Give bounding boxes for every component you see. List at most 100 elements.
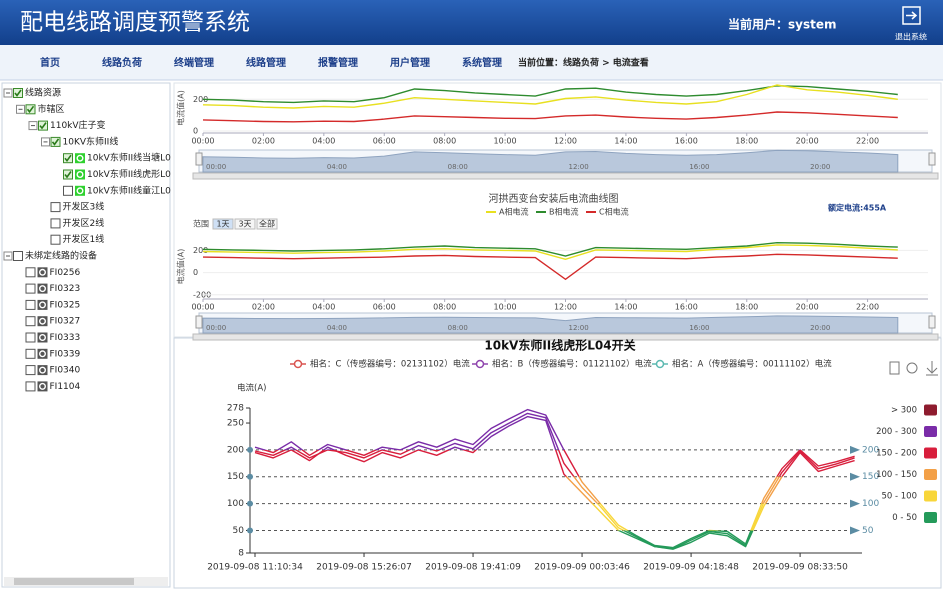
navigator-handle[interactable]	[195, 315, 203, 329]
tree-checkbox[interactable]	[25, 316, 36, 327]
nav-item[interactable]: 报警管理	[318, 56, 358, 69]
visual-map-label[interactable]: 0 - 50	[892, 513, 917, 523]
nav-item[interactable]: 线路负荷	[102, 56, 142, 69]
mark-line-label: 50	[862, 526, 874, 536]
tree-checkbox[interactable]	[25, 267, 36, 278]
logout-icon[interactable]	[902, 6, 921, 25]
range-button-label[interactable]: 1天	[216, 220, 229, 229]
legend-label[interactable]: A相电流	[499, 207, 528, 217]
mark-line-label: 100	[862, 499, 879, 509]
range-button-label[interactable]: 3天	[238, 220, 251, 229]
tree-label[interactable]: 10kV东师II线虎形L0	[87, 168, 171, 180]
visual-map-swatch[interactable]	[924, 404, 937, 416]
visual-map-label[interactable]: 200 - 300	[876, 427, 917, 437]
navigator-scrollbar[interactable]	[192, 172, 939, 180]
tree-label[interactable]: FI1104	[50, 382, 81, 392]
tree-label[interactable]: 开发区2线	[63, 217, 105, 229]
range-button[interactable]	[234, 218, 256, 230]
tree-label[interactable]: 开发区3线	[63, 201, 105, 213]
tree-label[interactable]: 开发区1线	[63, 233, 105, 245]
tree-device-icon-ring	[76, 187, 84, 195]
tree-checkbox[interactable]	[25, 283, 36, 294]
visual-map-swatch[interactable]	[924, 490, 937, 502]
legend-marker	[655, 359, 665, 369]
visual-map-label[interactable]: 100 - 150	[876, 470, 917, 480]
nav-item[interactable]: 系统管理	[462, 56, 502, 69]
tree-checkbox[interactable]	[25, 299, 36, 310]
tree-checkbox[interactable]	[50, 234, 61, 245]
toolbox[interactable]	[889, 361, 938, 376]
nav-item[interactable]: 线路管理	[246, 56, 286, 69]
navigator-tick-label: 20:00	[810, 324, 830, 332]
tree-label[interactable]: 线路资源	[25, 87, 61, 99]
tree-checkbox[interactable]	[50, 202, 61, 213]
x-tick-label: 20:00	[796, 137, 819, 146]
legend-label[interactable]: 相名：A（传感器编号：00111102）电流	[672, 359, 832, 370]
tree-device-icon	[75, 153, 85, 164]
visual-map-swatch[interactable]	[924, 447, 937, 459]
visual-map-swatch[interactable]	[924, 426, 937, 437]
navigator-handle[interactable]	[928, 315, 936, 329]
tree-label[interactable]: FI0323	[50, 284, 81, 294]
logout-button[interactable]: 退出系统	[895, 6, 927, 42]
tree-label[interactable]: FI0327	[50, 317, 81, 327]
tool-restore[interactable]	[906, 362, 918, 374]
tree-checkbox[interactable]	[63, 185, 73, 196]
navigator-handle[interactable]	[928, 152, 936, 166]
visual-map-label[interactable]: 50 - 100	[881, 492, 917, 502]
range-button-label[interactable]: 全部	[259, 219, 275, 229]
visual-map-label[interactable]: 150 - 200	[876, 449, 917, 459]
tree-checkbox[interactable]	[50, 218, 61, 229]
tree-label[interactable]: FI0333	[50, 333, 81, 343]
y-tick-label: 100	[227, 499, 244, 509]
y-axis-label: 电流值(A)	[176, 90, 186, 126]
tree-checkbox[interactable]	[25, 365, 36, 376]
tree-checkbox[interactable]	[25, 348, 36, 359]
legend-label[interactable]: C相电流	[599, 207, 629, 217]
tree-label[interactable]: 市辖区	[38, 103, 65, 115]
y-tick-label: 150	[227, 472, 244, 482]
navigator-handle[interactable]	[195, 152, 203, 166]
y-axis-label: 电流(A)	[237, 383, 266, 394]
navigator-scrollbar[interactable]	[192, 333, 939, 341]
legend-label[interactable]: 相名：B（传感器编号：01121102）电流	[492, 359, 652, 370]
tree-checkbox[interactable]	[13, 251, 23, 261]
nav-item[interactable]: 首页	[40, 56, 60, 69]
nav-item[interactable]: 用户管理	[389, 56, 430, 69]
tree-device-icon-ring	[76, 154, 84, 162]
mark-line-label: 150	[862, 472, 879, 482]
tree-label[interactable]: FI0340	[50, 366, 81, 376]
tool-data-view[interactable]	[889, 361, 900, 375]
tree-label[interactable]: FI0256	[50, 268, 81, 278]
range-button[interactable]	[212, 218, 234, 230]
legend-label[interactable]: B相电流	[549, 207, 579, 217]
tree-label[interactable]: 10kV东师II线当塘L0	[87, 152, 171, 164]
tree-device-icon-ring	[39, 334, 47, 342]
mark-line-start	[247, 500, 253, 507]
tree-checkbox[interactable]	[25, 332, 36, 343]
x-tick-label: 04:00	[312, 137, 335, 146]
tree-device-icon	[37, 283, 48, 294]
range-button[interactable]	[256, 218, 278, 230]
navigator-tick-label: 16:00	[689, 324, 709, 332]
nav-item[interactable]: 终端管理	[174, 56, 214, 69]
legend-label[interactable]: 相名：C（传感器编号：02131102）电流	[310, 359, 470, 370]
tree-label[interactable]: 10kV东师II线童江L0	[87, 184, 171, 196]
visual-map-swatch[interactable]	[924, 469, 937, 480]
visual-map-label[interactable]: > 300	[891, 406, 917, 416]
visual-map-swatch[interactable]	[924, 512, 937, 523]
y-tick-label: 8	[238, 549, 244, 559]
y-tick-label: 200	[193, 246, 208, 255]
logout-label[interactable]: 退出系统	[895, 32, 927, 42]
x-tick-label: 02:00	[252, 303, 275, 312]
navigator-tick-label: 16:00	[689, 163, 709, 171]
tree-label[interactable]: 110kV庄子变	[50, 119, 106, 131]
series-line	[202, 241, 898, 257]
tree-label[interactable]: 10KV东师II线	[63, 135, 119, 147]
tree-checkbox[interactable]	[25, 381, 36, 392]
tool-save[interactable]	[926, 361, 938, 376]
tree-label[interactable]: FI0325	[50, 300, 81, 310]
tree-label[interactable]: 未绑定线路的设备	[25, 250, 97, 262]
tree-label[interactable]: FI0339	[50, 349, 81, 359]
